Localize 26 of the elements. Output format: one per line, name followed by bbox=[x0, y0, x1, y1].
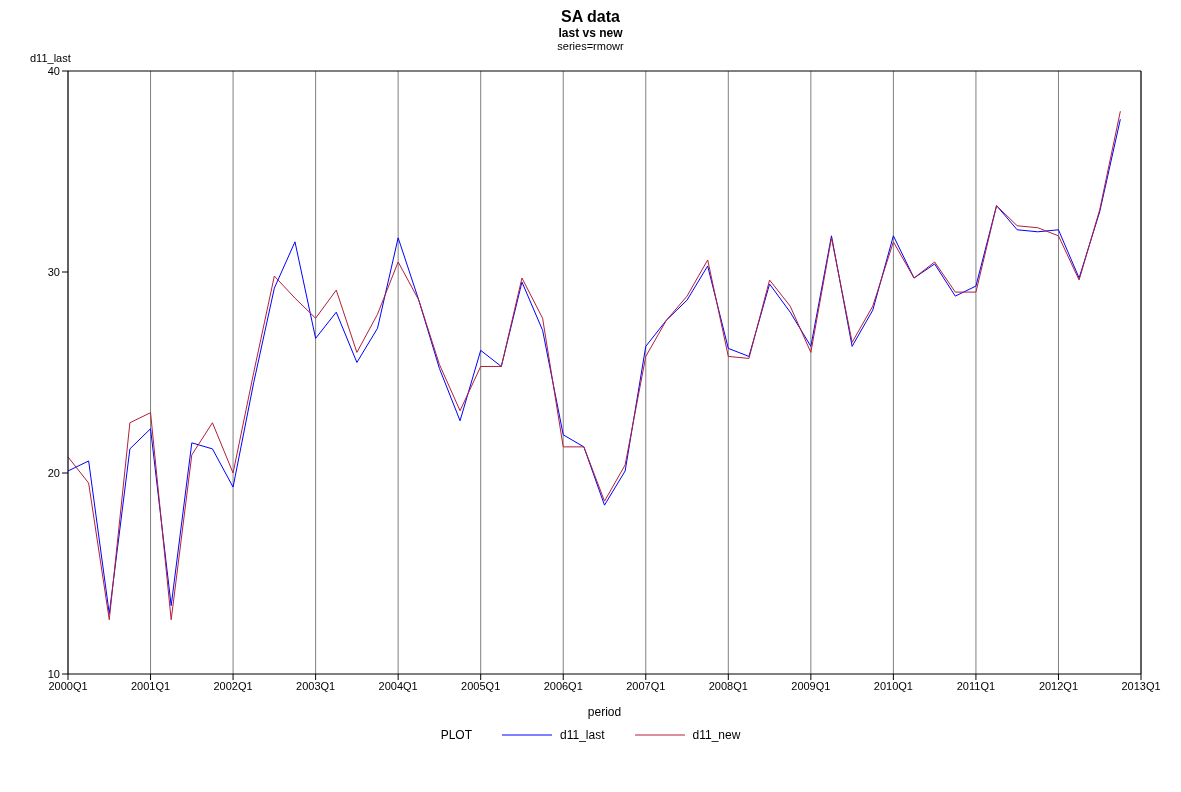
x-tick-label: 2007Q1 bbox=[626, 679, 666, 692]
x-axis-title: period bbox=[587, 705, 622, 719]
x-tick-label: 2000Q1 bbox=[48, 679, 88, 692]
y-axis-title: d11_last bbox=[30, 52, 72, 64]
x-tick-label: 2005Q1 bbox=[461, 679, 501, 692]
x-tick-label: 2008Q1 bbox=[708, 679, 748, 692]
legend-label: d11_last bbox=[560, 728, 605, 742]
legend-title: PLOT bbox=[440, 728, 473, 742]
y-tick-label: 20 bbox=[47, 466, 60, 479]
x-tick-label: 2003Q1 bbox=[296, 679, 336, 692]
y-tick-label: 10 bbox=[47, 667, 60, 680]
x-tick-label: 2004Q1 bbox=[378, 679, 418, 692]
x-tick-label: 2012Q1 bbox=[1038, 679, 1079, 692]
x-tick-label: 2009Q1 bbox=[791, 679, 831, 692]
x-tick-label: 2002Q1 bbox=[213, 679, 253, 692]
y-tick-label: 40 bbox=[47, 64, 60, 77]
chart-title: SA data bbox=[560, 8, 621, 26]
chart-subtitle: last vs new bbox=[557, 26, 624, 40]
x-tick-label: 2013Q1 bbox=[1121, 679, 1161, 692]
text: series=rmowr bbox=[556, 40, 625, 52]
x-tick-label: 2006Q1 bbox=[543, 679, 583, 692]
y-tick-label: 30 bbox=[47, 265, 60, 278]
x-tick-label: 2010Q1 bbox=[873, 679, 913, 692]
legend-label: d11_new bbox=[692, 728, 741, 742]
x-tick-label: 2001Q1 bbox=[130, 679, 171, 692]
x-tick-label: 2011Q1 bbox=[956, 679, 996, 692]
